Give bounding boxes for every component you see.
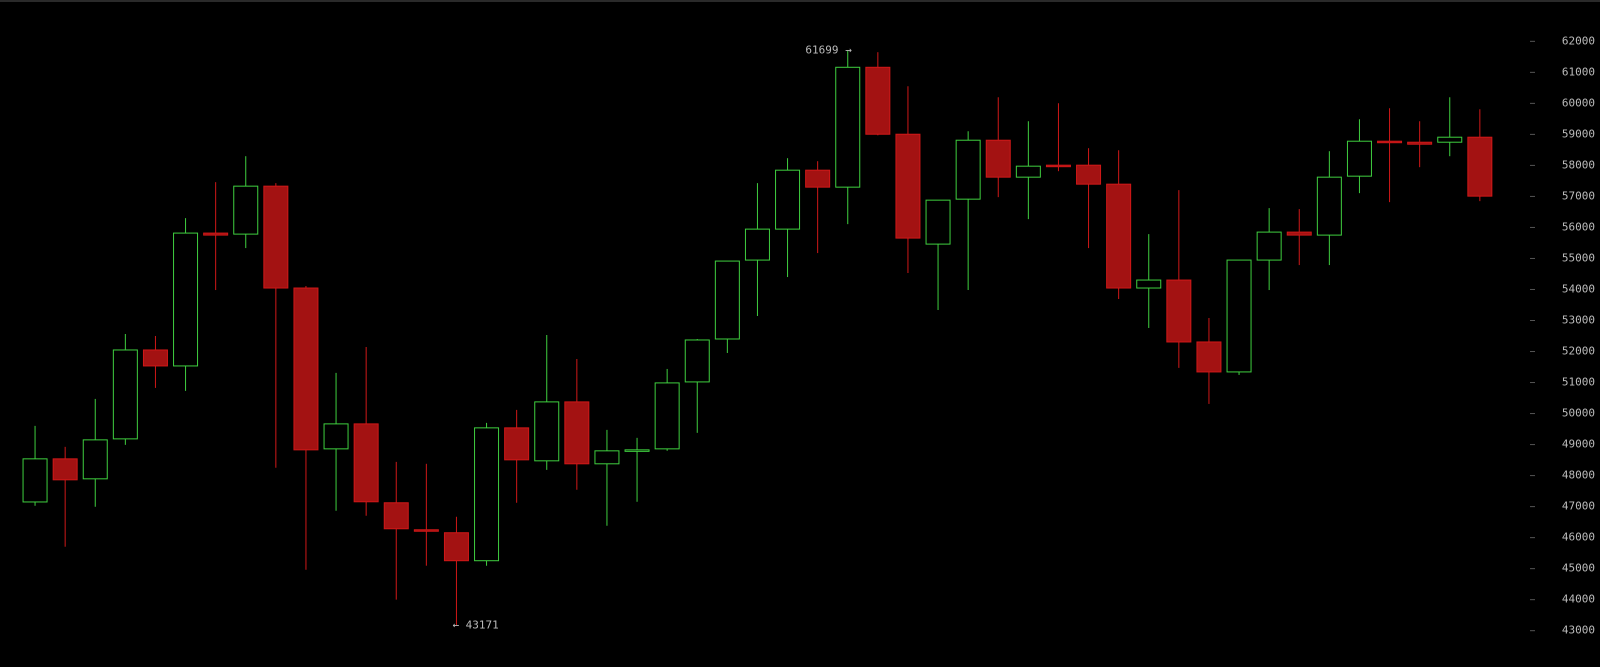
candle-body (654, 382, 680, 450)
candle-body (353, 423, 379, 503)
candle-body (383, 502, 409, 530)
candle-body (504, 427, 530, 461)
candle-body (1407, 141, 1433, 145)
candle-body (1106, 183, 1132, 289)
y-tick-label: 44000 (1562, 593, 1595, 606)
y-tick-label: 49000 (1562, 438, 1595, 451)
y-tick-label: 62000 (1562, 34, 1595, 47)
candle-body (443, 532, 469, 562)
y-tick-label: 58000 (1562, 158, 1595, 171)
y-tick-label: 45000 (1562, 562, 1595, 575)
candle-body (1316, 176, 1342, 236)
candle-body (1136, 279, 1162, 289)
candle-body (1346, 140, 1372, 177)
candle-body (474, 427, 500, 562)
candle-body (684, 339, 710, 383)
y-tick-label: 47000 (1562, 500, 1595, 513)
y-tick-label: 51000 (1562, 376, 1595, 389)
y-tick-label: 55000 (1562, 251, 1595, 264)
candle-body (865, 66, 891, 135)
candle-body (805, 169, 831, 188)
candle-body (1467, 136, 1493, 197)
candle-body (112, 349, 138, 440)
candle-body (955, 139, 981, 200)
y-tick-label: 50000 (1562, 407, 1595, 420)
y-tick-label: 53000 (1562, 314, 1595, 327)
candle-body (1256, 231, 1282, 261)
candle-body (1045, 164, 1071, 168)
candle-body (1076, 164, 1102, 185)
candle-body (594, 450, 620, 465)
y-tick-label: 54000 (1562, 282, 1595, 295)
candle-body (925, 199, 951, 245)
y-tick-label: 59000 (1562, 127, 1595, 140)
annotation: ← 43171 (452, 618, 498, 631)
candle-body (293, 287, 319, 451)
candle-body (624, 449, 650, 452)
y-tick-label: 61000 (1562, 65, 1595, 78)
candle-body (413, 529, 439, 532)
candle-body (22, 458, 48, 503)
y-tick-label: 56000 (1562, 220, 1595, 233)
y-tick-label: 46000 (1562, 531, 1595, 544)
candle-body (744, 228, 770, 261)
candle-body (233, 185, 259, 235)
candle-body (564, 401, 590, 465)
candle-body (1015, 165, 1041, 178)
candle-body (1377, 140, 1403, 144)
candle-body (1286, 231, 1312, 236)
candle-body (1196, 341, 1222, 373)
candle-body (82, 439, 108, 480)
candle-body (52, 458, 78, 481)
candle-body (1437, 136, 1463, 143)
y-tick-label: 57000 (1562, 189, 1595, 202)
candle-body (263, 185, 289, 289)
y-tick-label: 48000 (1562, 469, 1595, 482)
candle-body (173, 232, 199, 367)
candle-body (534, 401, 560, 462)
candle-body (895, 133, 921, 239)
candle-body (323, 423, 349, 450)
candle-body (142, 349, 168, 367)
candle-body (203, 232, 229, 236)
candle-body (1166, 279, 1192, 343)
y-tick-label: 60000 (1562, 96, 1595, 109)
candle-body (1226, 259, 1252, 373)
candle-body (985, 139, 1011, 178)
annotation: 61699 → (805, 44, 852, 57)
y-tick-label: 43000 (1562, 624, 1595, 637)
candle-body (714, 260, 740, 340)
candle-body (835, 66, 861, 188)
candle-body (775, 169, 801, 230)
y-tick-label: 52000 (1562, 345, 1595, 358)
